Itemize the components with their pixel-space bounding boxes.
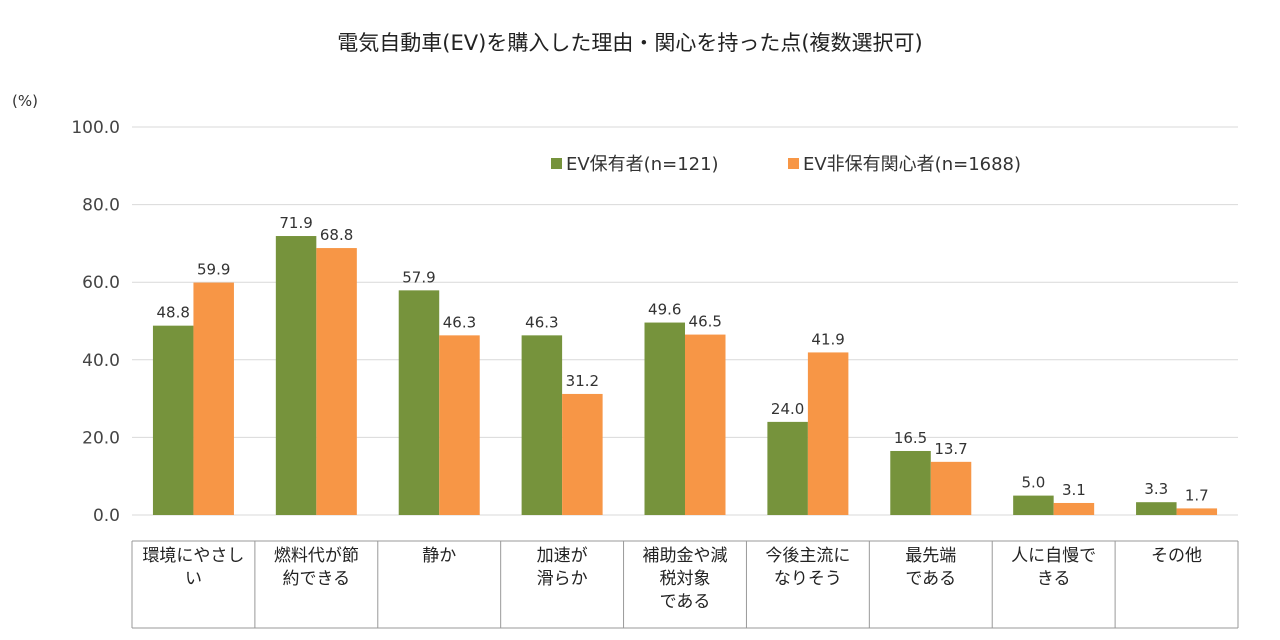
data-label-series2-5: 46.5 xyxy=(689,313,722,331)
category-label-1: 環境にやさし xyxy=(142,546,244,566)
data-label-series1-1: 48.8 xyxy=(156,304,189,322)
bar-series2-9 xyxy=(1176,508,1218,515)
bar-series2-1 xyxy=(193,282,234,515)
data-label-series1-6: 24.0 xyxy=(771,400,804,418)
y-tick-label: 20.0 xyxy=(82,428,120,448)
y-tick-label: 40.0 xyxy=(82,351,120,371)
bar-series1-8 xyxy=(1013,495,1054,515)
category-label-3: 静か xyxy=(422,546,456,566)
data-label-series2-6: 41.9 xyxy=(811,330,844,348)
category-label-8: 人に自慢で xyxy=(1011,545,1096,566)
data-label-series1-4: 46.3 xyxy=(525,313,558,331)
data-label-series1-5: 49.6 xyxy=(648,301,681,319)
bar-series2-7 xyxy=(930,461,972,515)
category-label-6: 今後主流に xyxy=(765,546,850,566)
category-label-7: である xyxy=(905,569,956,589)
data-label-series2-1: 59.9 xyxy=(197,261,230,279)
category-label-5: である xyxy=(660,592,711,612)
bar-series2-3 xyxy=(439,335,480,515)
category-label-2: 燃料代が節 xyxy=(274,546,359,566)
data-label-series2-9: 1.7 xyxy=(1185,486,1209,504)
data-label-series1-8: 5.0 xyxy=(1021,474,1045,492)
chart-title: 電気自動車(EV)を購入した理由・関心を持った点(複数選択可) xyxy=(337,31,922,55)
bar-series1-5 xyxy=(644,322,685,515)
data-label-series2-7: 13.7 xyxy=(934,440,967,458)
category-label-9: その他 xyxy=(1151,546,1202,566)
bar-series1-6 xyxy=(767,421,808,515)
bar-series2-2 xyxy=(316,248,357,515)
y-tick-label: 80.0 xyxy=(82,196,120,216)
data-label-series1-7: 16.5 xyxy=(894,429,927,447)
data-label-series2-4: 31.2 xyxy=(566,372,599,390)
category-label-7: 最先端 xyxy=(905,546,956,566)
y-axis-unit-label: (%) xyxy=(12,92,38,110)
category-label-5: 補助金や減 xyxy=(643,546,728,566)
category-label-4: 加速が xyxy=(537,546,588,566)
legend-label-series2: EV非保有関心者(n=1688) xyxy=(803,154,1021,175)
bar-series2-5 xyxy=(685,334,726,515)
category-label-8: きる xyxy=(1037,569,1071,589)
legend-label-series1: EV保有者(n=121) xyxy=(566,154,719,175)
bar-series1-9 xyxy=(1136,502,1177,515)
category-label-2: 約できる xyxy=(282,569,350,589)
bar-series1-2 xyxy=(275,236,317,515)
data-label-series2-8: 3.1 xyxy=(1062,481,1086,499)
bar-series2-4 xyxy=(562,393,603,515)
bar-series1-7 xyxy=(890,450,931,515)
legend: EV保有者(n=121) EV非保有関心者(n=1688) xyxy=(551,154,1021,175)
y-tick-label: 60.0 xyxy=(82,273,120,293)
data-label-series1-3: 57.9 xyxy=(402,268,435,286)
bar-series1-4 xyxy=(521,335,563,515)
data-label-series2-2: 68.8 xyxy=(320,226,353,244)
bar-series1-1 xyxy=(152,325,194,515)
legend-swatch-series2 xyxy=(788,158,799,169)
bar-series2-8 xyxy=(1053,502,1095,515)
category-label-1: い xyxy=(185,569,202,589)
data-label-series2-3: 46.3 xyxy=(443,313,476,331)
y-tick-label: 100.0 xyxy=(71,118,120,138)
y-tick-label: 0.0 xyxy=(93,506,120,526)
bar-series2-6 xyxy=(807,352,849,515)
category-label-6: なりそう xyxy=(774,569,842,589)
category-label-4: 滑らか xyxy=(537,569,588,589)
category-label-5: 税対象 xyxy=(660,569,711,589)
data-label-series1-2: 71.9 xyxy=(279,214,312,232)
data-label-series1-9: 3.3 xyxy=(1144,480,1168,498)
bar-series1-3 xyxy=(398,290,440,515)
legend-swatch-series1 xyxy=(551,158,562,169)
